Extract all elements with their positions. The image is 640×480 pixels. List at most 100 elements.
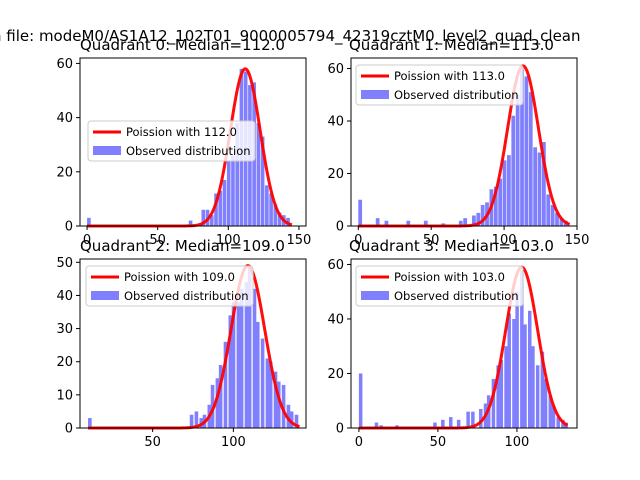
legend-bar-swatch <box>361 291 389 300</box>
histogram-bar <box>273 371 278 428</box>
histogram-bar <box>286 404 291 428</box>
histogram-bar <box>504 346 508 428</box>
histogram-bar <box>289 411 294 428</box>
legend-bar-swatch <box>361 90 389 99</box>
histogram-bar <box>491 378 496 428</box>
histogram-bar <box>358 373 363 428</box>
y-tick-label: 40 <box>327 312 344 327</box>
y-tick-label: 0 <box>65 422 73 437</box>
histogram-bar <box>88 418 92 428</box>
histogram-bar <box>466 411 470 428</box>
histogram-bar <box>550 205 555 226</box>
y-tick-label: 60 <box>327 258 344 273</box>
y-tick-label: 0 <box>65 220 73 235</box>
histogram-bar <box>194 411 199 428</box>
y-tick-label: 20 <box>327 167 344 182</box>
histogram-bar <box>523 324 527 428</box>
legend-box <box>355 64 524 106</box>
legend-label-bars: Observed distribution <box>126 144 251 158</box>
histogram-bar <box>260 338 265 428</box>
histogram-bar <box>265 185 269 226</box>
legend: Poission with 109.0 Observed distribution <box>85 265 254 307</box>
y-tick-label: 0 <box>336 220 344 235</box>
histogram-bar <box>201 209 206 226</box>
subplot-quadrant-3: Quadrant 3: Median=103.0 0 50 100 0 20 40 60 Poi… <box>327 237 578 450</box>
histogram-bar <box>531 346 535 428</box>
legend-bar-swatch <box>93 146 121 155</box>
legend-box <box>355 265 524 307</box>
histogram-bar <box>448 417 453 428</box>
histogram-bar <box>265 358 270 428</box>
subplot-quadrant-0: Quadrant 0: Median=112.0 0 50 100 150 0 20 40 60… <box>56 36 311 248</box>
y-tick-label: 40 <box>327 115 344 130</box>
histogram-bar <box>189 414 194 428</box>
y-tick-label: 50 <box>56 256 73 271</box>
legend: Poission with 113.0 Observed distribution <box>355 64 524 106</box>
legend-label-bars: Observed distribution <box>394 289 519 303</box>
histogram-bar <box>215 378 220 428</box>
y-tick-label: 30 <box>56 322 73 337</box>
figure-suptitle: n file: modeM0/AS1A12_102T01_9000005794_… <box>0 27 581 46</box>
histogram-bar <box>236 302 241 428</box>
histogram-bar <box>472 215 476 226</box>
histogram-bar <box>546 194 551 226</box>
x-tick-label: 150 <box>287 233 312 248</box>
histogram-bar <box>255 321 260 428</box>
histogram-bar <box>281 384 286 428</box>
histogram-bar <box>209 215 214 226</box>
histogram-bar <box>524 76 529 226</box>
axes-frame <box>79 258 307 429</box>
x-tick-label: 50 <box>144 435 161 450</box>
histogram-bar <box>498 178 503 226</box>
histogram-bar <box>222 179 227 226</box>
x-tick-label: 50 <box>430 435 447 450</box>
histogram-bar <box>551 406 556 428</box>
histogram-bar <box>511 115 516 226</box>
x-tick-label: 100 <box>221 435 246 450</box>
histogram-bar <box>239 288 244 428</box>
histogram-bar <box>458 220 463 226</box>
histogram-bar <box>358 199 363 226</box>
legend: Poission with 112.0 Observed distribution <box>87 120 256 162</box>
axes-frame <box>350 57 578 227</box>
histogram-bar <box>441 419 445 428</box>
histogram-bar <box>433 422 437 428</box>
histogram-bar <box>480 205 485 226</box>
histogram-bar <box>502 160 507 226</box>
histogram-bar <box>252 288 257 428</box>
histogram-bar <box>226 160 231 226</box>
histogram-bar <box>556 417 560 428</box>
histogram-bar <box>375 218 380 226</box>
y-tick-label: 20 <box>56 165 73 180</box>
histogram-bar <box>493 186 498 226</box>
histogram-bar <box>542 142 546 226</box>
histogram-bar <box>520 68 524 226</box>
x-tick-label: 50 <box>423 233 440 248</box>
histogram-bar <box>496 365 500 428</box>
y-tick-label: 60 <box>56 57 73 72</box>
y-tick-label: 40 <box>56 111 73 126</box>
histogram-bar <box>244 282 249 428</box>
histogram-bar <box>218 190 223 226</box>
legend-bar-swatch <box>91 291 119 300</box>
axes-frame <box>79 57 307 227</box>
histogram-bar <box>228 315 233 428</box>
subplot-title: Quadrant 2: Median=109.0 <box>80 237 285 255</box>
histogram-bar <box>476 212 481 226</box>
legend-label-curve: Poission with 113.0 <box>394 69 505 83</box>
y-tick-label: 20 <box>327 367 344 382</box>
histogram-bar <box>535 365 540 428</box>
histogram-bar <box>231 155 235 226</box>
histogram-bar <box>520 269 524 428</box>
histogram-bar <box>277 212 282 226</box>
histogram-bar <box>543 378 548 428</box>
subplot-title: Quadrant 0: Median=112.0 <box>80 36 285 54</box>
histogram-bar <box>540 351 545 428</box>
histogram-bar <box>456 419 461 428</box>
histogram-bar <box>294 414 299 428</box>
histogram-bar <box>87 217 91 226</box>
histogram-bar <box>479 408 483 428</box>
legend-box <box>85 265 254 307</box>
y-tick-label: 0 <box>336 422 344 437</box>
